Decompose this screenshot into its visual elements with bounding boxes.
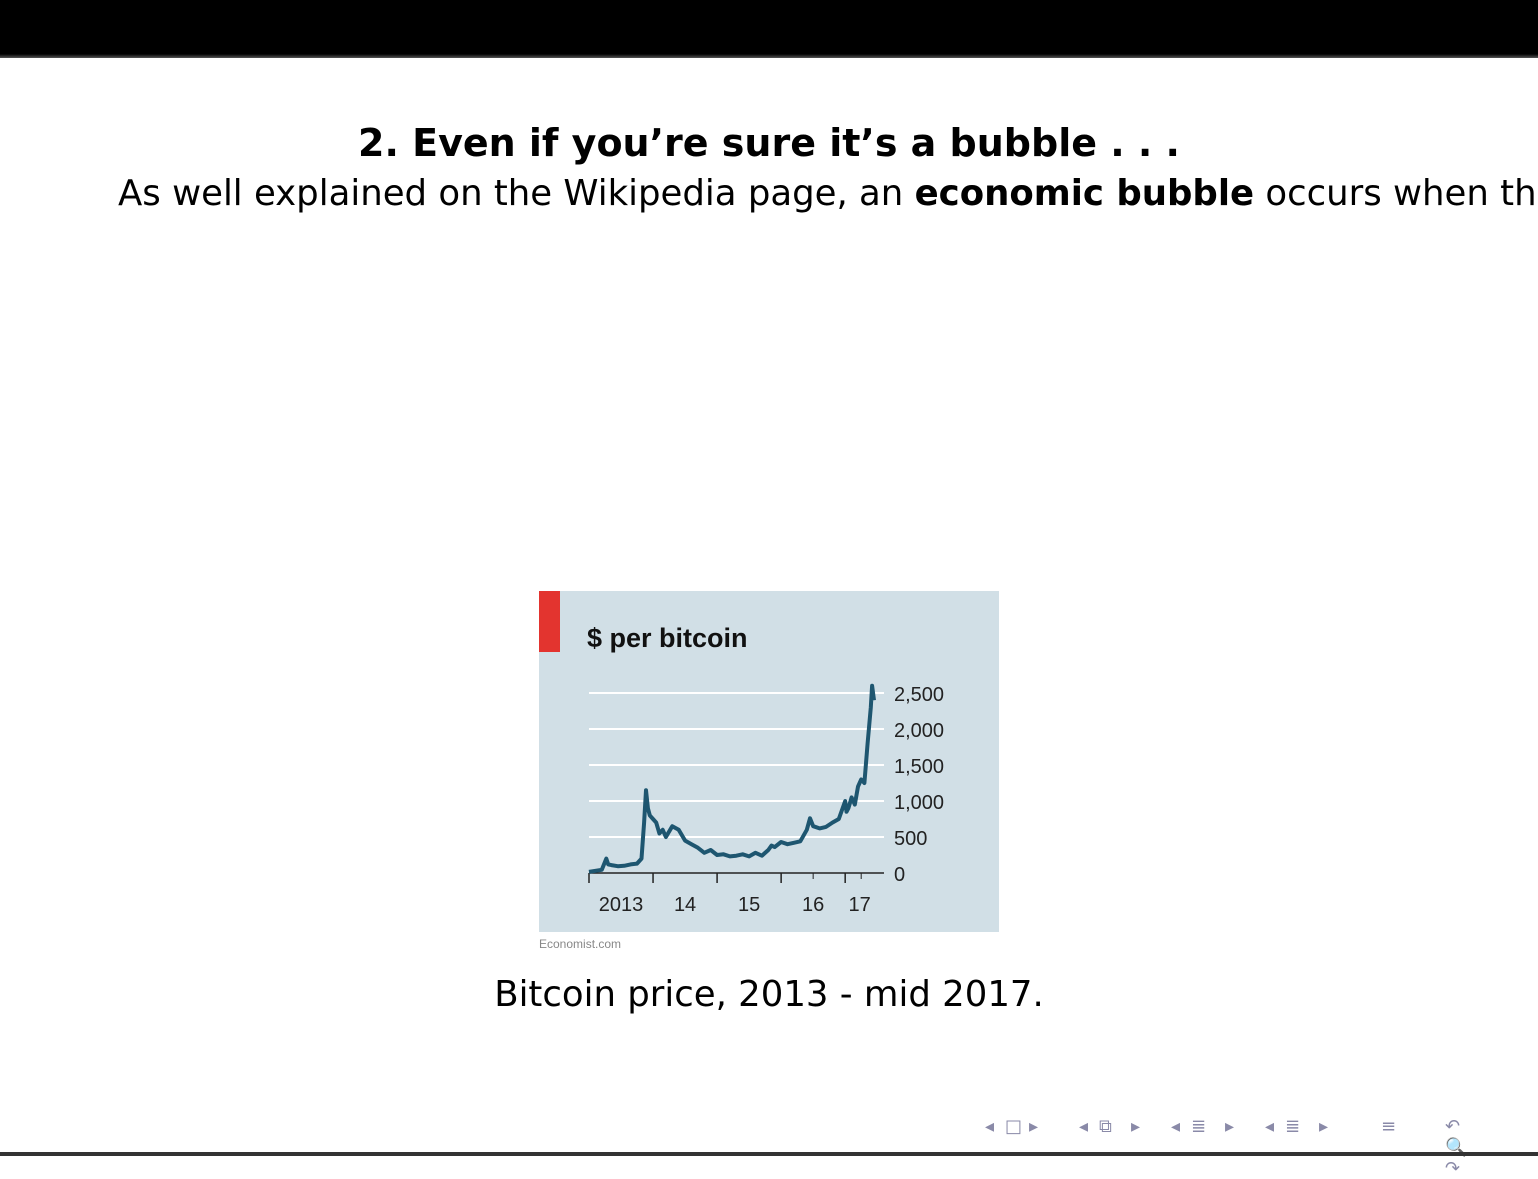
bold-term: economic bubble <box>914 173 1255 214</box>
chart-accent-tab <box>539 591 560 652</box>
y-tick-label: 2,500 <box>894 684 944 706</box>
top-bar <box>0 0 1538 58</box>
chart-title: $ per bitcoin <box>587 623 748 653</box>
figure-caption: Bitcoin price, 2013 - mid 2017. <box>494 974 1044 1015</box>
y-tick-label: 500 <box>894 828 927 850</box>
nav-right-arrow-icon[interactable]: ▸ <box>1029 1116 1039 1137</box>
nav-right-arrow-icon[interactable]: ▸ <box>1131 1116 1141 1137</box>
subsection-icon[interactable]: ≣ <box>1285 1116 1301 1137</box>
y-tick-label: 1,500 <box>894 756 944 778</box>
x-tick-label: 17 <box>848 894 870 916</box>
x-tick-label: 2013 <box>599 894 644 916</box>
slide-paragraph: As well explained on the Wikipedia page,… <box>118 168 1538 219</box>
paragraph-rest: occurs when the market price of an asset… <box>1265 173 1538 214</box>
nav-right-arrow-icon[interactable]: ▸ <box>1319 1116 1329 1137</box>
y-tick-label: 2,000 <box>894 720 944 742</box>
slide-title: 2. Even if you’re sure it’s a bubble . .… <box>358 121 1180 165</box>
chart-plot: 0 500 1,000 1,500 2,000 2,500 2013 14 15 16 17 <box>588 683 944 916</box>
align-icon[interactable]: ≡ <box>1381 1116 1397 1137</box>
chart-source: Economist.com <box>539 937 622 951</box>
nav-left-arrow-icon[interactable]: ◂ <box>1265 1116 1275 1137</box>
nav-right-arrow-icon[interactable]: ▸ <box>1225 1116 1235 1137</box>
y-tick-label: 0 <box>894 864 905 886</box>
price-line <box>588 683 876 874</box>
bitcoin-chart: $ per bitcoin 0 500 1,000 1,500 2,000 2,500 20… <box>539 591 999 932</box>
frame-stack-icon[interactable]: ⧉ <box>1099 1116 1112 1137</box>
nav-left-arrow-icon[interactable]: ◂ <box>1079 1116 1089 1137</box>
frame-icon[interactable]: □ <box>1005 1116 1023 1137</box>
y-tick-label: 1,000 <box>894 792 944 814</box>
search-loop-icon[interactable]: ↶🔍↷ <box>1445 1116 1468 1179</box>
bottom-bar <box>0 1152 1538 1156</box>
x-tick-label: 14 <box>674 894 696 916</box>
section-icon[interactable]: ≣ <box>1191 1116 1207 1137</box>
nav-left-arrow-icon[interactable]: ◂ <box>1171 1116 1181 1137</box>
paragraph-intro: As well explained on the Wikipedia page,… <box>118 173 915 214</box>
x-tick-label: 16 <box>802 894 824 916</box>
nav-left-arrow-icon[interactable]: ◂ <box>985 1116 995 1137</box>
x-tick-label: 15 <box>738 894 760 916</box>
